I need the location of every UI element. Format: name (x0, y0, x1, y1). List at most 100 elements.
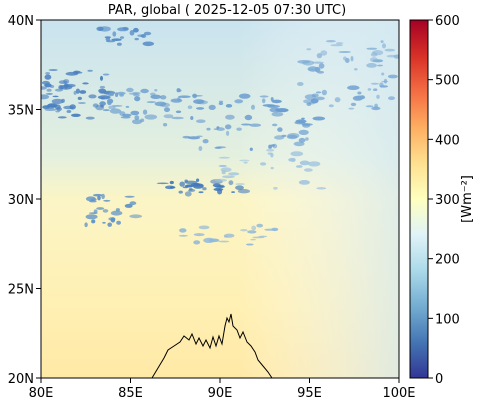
cloud-patch (225, 124, 232, 130)
cloud-patch (295, 165, 303, 168)
cloud-patch (88, 94, 97, 99)
cloud-patch (99, 90, 111, 95)
cloud-patch (272, 143, 278, 149)
lat-tick-label: 20N (8, 372, 34, 387)
cloud-patch (241, 123, 251, 126)
cloud-patch (110, 217, 116, 223)
cloud-patch (355, 95, 366, 100)
cloud-patch (184, 191, 192, 197)
cloud-patch (143, 31, 152, 36)
cloud-patch (41, 94, 50, 100)
cloud-patch (250, 238, 256, 241)
cloud-patch (102, 209, 109, 213)
cloud-patch (206, 127, 211, 131)
cloud-patch (318, 63, 325, 69)
cloud-patch (41, 86, 47, 90)
cloud-patch (110, 210, 123, 216)
cloud-patch (247, 230, 257, 234)
cloud-patch (126, 87, 134, 93)
cloud-patch (184, 184, 194, 188)
cloud-patch (297, 82, 304, 86)
cloud-patch (305, 137, 309, 141)
colorbar (409, 19, 429, 379)
cloud-patch (163, 114, 174, 119)
cloud-patch (46, 88, 52, 92)
cloud-patch (259, 95, 269, 98)
cloud-patch (142, 41, 155, 47)
cloud-patch (154, 101, 167, 107)
cloud-patch (187, 105, 193, 109)
cloud-patch (273, 186, 278, 190)
cloud-patch (381, 80, 389, 83)
cloud-patch (95, 105, 105, 111)
cloud-patch (287, 133, 300, 139)
cloud-patch (312, 116, 326, 121)
cloud-patch (314, 66, 321, 73)
cloud-patch (249, 147, 253, 151)
lat-tick-label: 35N (8, 104, 34, 119)
cloud-patch (196, 100, 208, 105)
cloud-patch (218, 240, 230, 243)
cloud-patch (381, 72, 385, 76)
lat-tick-label: 40N (8, 14, 34, 29)
lon-tick-label: 95E (297, 386, 322, 401)
cloud-patch (117, 42, 122, 46)
cloud-patch (367, 88, 372, 91)
cloud-patch (350, 56, 354, 62)
cloud-patch (277, 127, 283, 132)
cloud-patch (380, 40, 384, 43)
cloud-patch (132, 119, 142, 125)
cloud-patch (108, 105, 116, 110)
cloud-patch (96, 207, 105, 210)
cloud-patch (104, 36, 112, 39)
cloud-patch (290, 157, 296, 163)
cloud-patch (213, 128, 219, 131)
cloud-patch (150, 94, 162, 100)
cloud-patch (102, 109, 110, 112)
cloud-patch (198, 225, 210, 230)
axis-tick-marks (36, 19, 400, 383)
cloud-patch (373, 88, 378, 91)
cloud-patch (49, 85, 55, 88)
cloud-patch (196, 119, 206, 123)
cloud-patch (266, 148, 275, 152)
cloud-patch (193, 240, 201, 245)
cloud-patch (184, 180, 198, 185)
cloud-patch (125, 105, 130, 108)
cloud-patch (312, 61, 324, 64)
cloud-patch (88, 212, 98, 215)
cloud-patch (134, 96, 141, 102)
cloud-patch (164, 107, 170, 113)
cloud-patch (267, 104, 280, 108)
cloud-patch (269, 107, 281, 113)
colorbar-tick-label: 500 (435, 74, 460, 89)
cloud-patch (225, 114, 235, 120)
cloud-patch (239, 159, 250, 162)
cloud-patch (347, 85, 360, 90)
cloud-patch (343, 56, 347, 61)
cloud-patch (119, 111, 126, 116)
cloud-patch (56, 107, 62, 112)
cloud-patch (119, 36, 125, 39)
cloud-patch (44, 108, 57, 111)
cloud-patch (245, 243, 254, 246)
cloud-patch (116, 91, 126, 95)
cloud-patch (301, 117, 305, 120)
cloud-patch (196, 184, 204, 187)
colorbar-ticks: 0 100 200 300 400 500 600 (428, 14, 460, 387)
cloud-patch (387, 74, 398, 79)
cloud-patch (130, 110, 140, 116)
cloud-patch (231, 191, 236, 193)
cloud-patch (217, 188, 223, 195)
cloud-patch (100, 97, 105, 100)
cloud-patch (226, 130, 230, 136)
cloud-patch (102, 221, 106, 224)
cloud-patch (77, 102, 86, 104)
cloud-patch (202, 187, 207, 191)
cloud-patch (388, 96, 395, 101)
lon-tick-label: 85E (118, 386, 143, 401)
cloud-patch (73, 90, 77, 95)
cloud-patch (48, 69, 58, 71)
cloud-patch (85, 196, 96, 202)
cloud-patch (236, 127, 242, 131)
